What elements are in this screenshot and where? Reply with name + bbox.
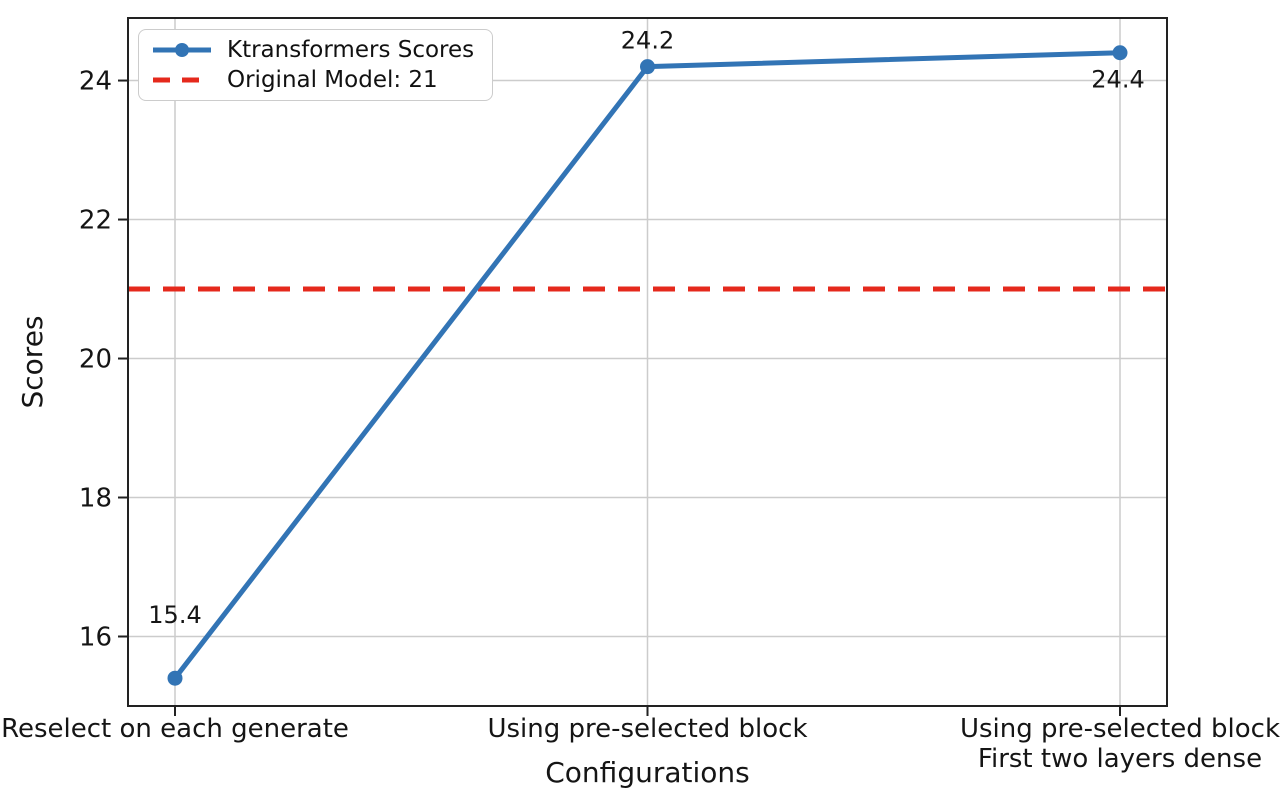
point-label: 15.4 xyxy=(148,601,201,629)
y-tick-label: 24 xyxy=(79,67,112,97)
point-marker xyxy=(1112,45,1128,61)
point-label: 24.2 xyxy=(621,27,674,55)
x-tick-label: Using pre-selected block xyxy=(487,714,807,744)
series-line-sample-icon xyxy=(153,43,211,57)
x-tick-label: Using pre-selected block xyxy=(960,714,1280,744)
x-axis-title: Configurations xyxy=(545,756,749,789)
point-marker xyxy=(640,59,655,75)
legend-label-reference: Original Model: 21 xyxy=(227,67,438,93)
x-tick-label: Reselect on each generate xyxy=(1,714,349,744)
x-tick-label: First two layers dense xyxy=(978,744,1262,774)
y-axis-title: Scores xyxy=(16,315,49,408)
legend-item-series: Ktransformers Scores xyxy=(151,37,474,63)
y-tick-label: 20 xyxy=(79,345,112,375)
legend-label-series: Ktransformers Scores xyxy=(227,37,475,63)
y-tick-label: 18 xyxy=(79,484,112,514)
legend-item-reference: Original Model: 21 xyxy=(151,67,474,93)
point-marker xyxy=(167,670,183,686)
y-tick-label: 16 xyxy=(79,623,112,653)
point-label: 24.4 xyxy=(1091,66,1144,94)
reference-line-sample-icon xyxy=(153,77,211,83)
legend: Ktransformers Scores Original Model: 21 xyxy=(138,29,494,101)
y-tick-label: 22 xyxy=(79,206,112,236)
